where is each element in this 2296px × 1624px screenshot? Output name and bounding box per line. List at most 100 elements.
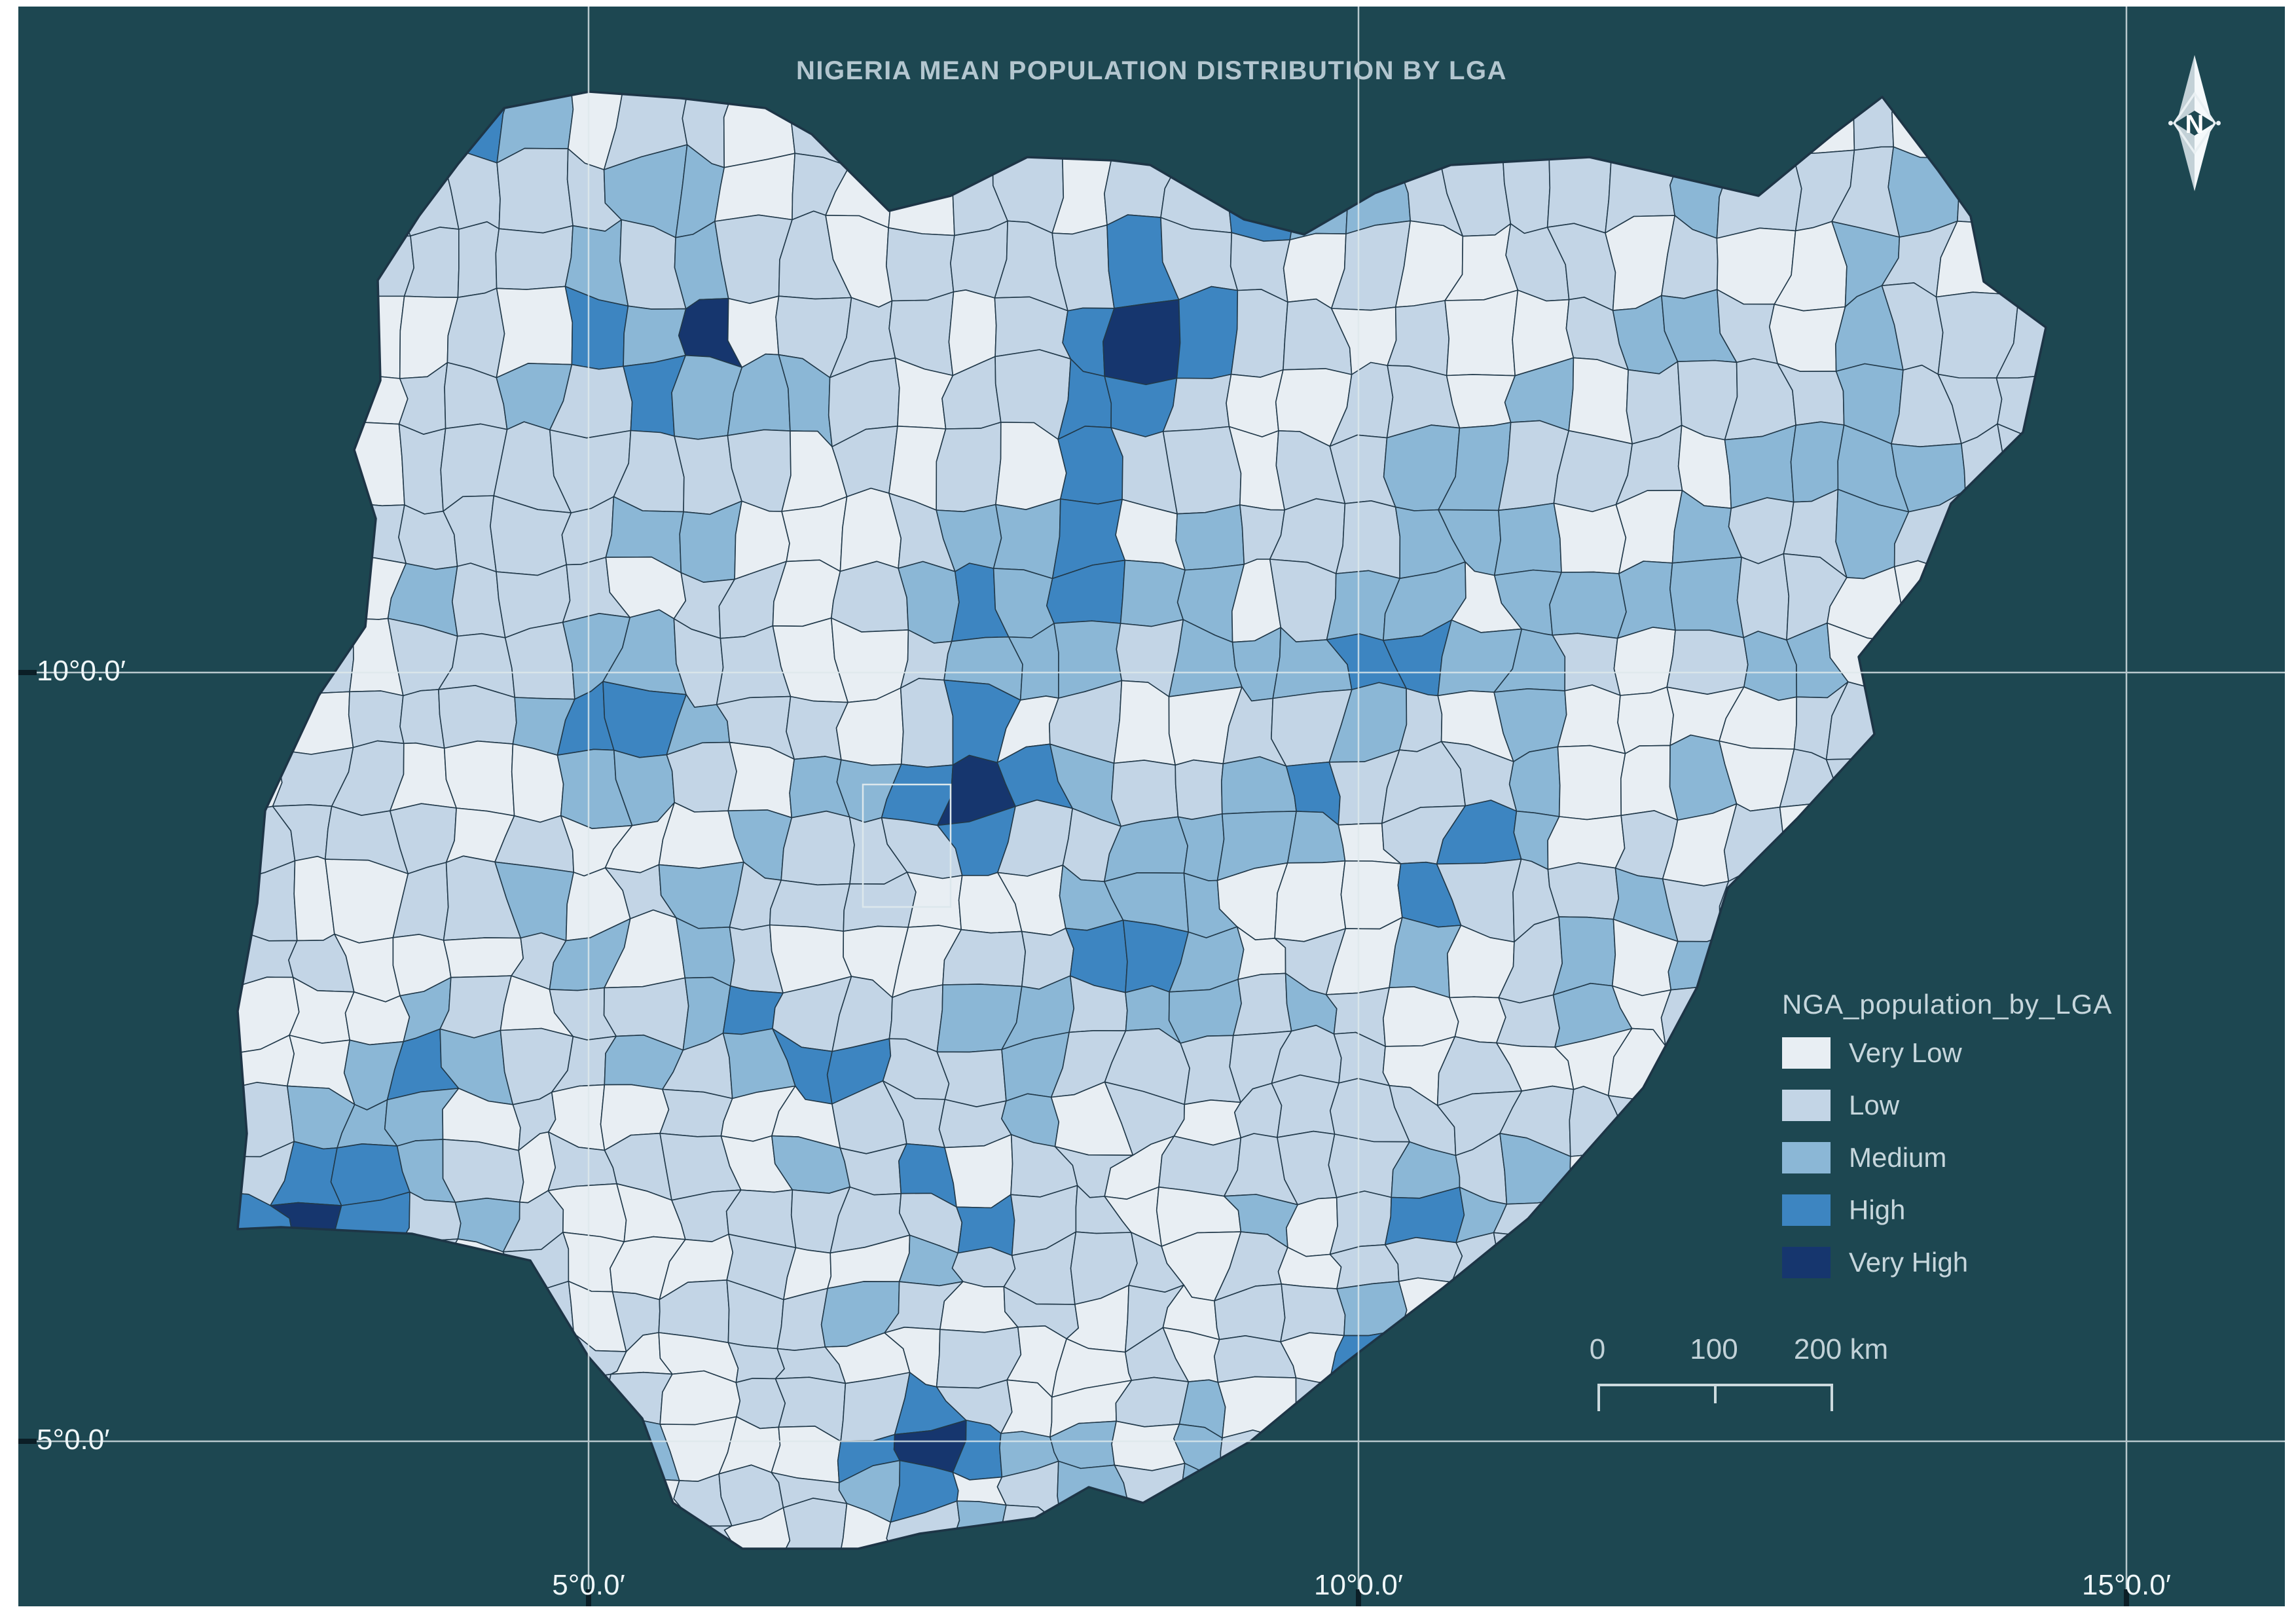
graticule-label-bottom: 10°0.0′ (1314, 1569, 1403, 1601)
north-arrow-n-label: N (2185, 110, 2204, 139)
legend-title: NGA_population_by_LGA (1782, 989, 2113, 1020)
lga-polygon (496, 147, 574, 234)
lga-polygon (457, 221, 500, 298)
north-arrow-bottom-left (2177, 124, 2195, 191)
graticule-ticks (18, 670, 2129, 1606)
lga-polygon (936, 1048, 1007, 1107)
north-arrow-icon: N (2168, 55, 2221, 191)
graticule-label-bottom: 5°0.0′ (552, 1569, 625, 1601)
legend-swatch (1782, 1247, 1831, 1278)
lga-polygon (727, 1342, 785, 1383)
lga-polygon (1769, 303, 1846, 372)
legend-row: Low (1782, 1090, 2112, 1121)
lga-polygon (1553, 502, 1627, 574)
lga-polygon (1102, 299, 1181, 386)
legend-row: Medium (1782, 1142, 2112, 1173)
lga-polygon (906, 872, 963, 931)
legend-swatch (1782, 1194, 1831, 1226)
legend-row: High (1782, 1194, 2112, 1226)
scale-bar-tick-end (1831, 1384, 1833, 1411)
lga-polygon (993, 498, 1061, 580)
graticule-label-left: 5°0.0′ (37, 1424, 110, 1456)
legend-class-label: High (1849, 1194, 1906, 1225)
lga-polygon (495, 225, 574, 290)
scale-bar-tick-start (1597, 1384, 1600, 1411)
lga-polygon (1444, 289, 1519, 377)
fct-extent-box (862, 783, 952, 908)
lga-polygon (344, 991, 410, 1046)
lga-polygon (1233, 972, 1292, 1037)
lga-polygon (1387, 300, 1449, 377)
map-title: NIGERIA MEAN POPULATION DISTRIBUTION BY … (795, 56, 1507, 85)
lga-polygon (1617, 686, 1674, 754)
legend-class-label: Medium (1849, 1142, 1947, 1173)
lga-polygon (659, 1088, 733, 1137)
scale-bar-label: 200 km (1793, 1333, 1889, 1365)
lga-polygon (1496, 994, 1560, 1048)
north-arrow-diamond (2172, 91, 2217, 155)
lga-polygon (1111, 1420, 1186, 1471)
lga-polygon (1620, 745, 1679, 821)
lga-polygon (399, 689, 445, 749)
lga-polygon (1175, 504, 1245, 571)
legend-swatch (1782, 1090, 1831, 1121)
legend-swatch (1782, 1037, 1831, 1069)
lga-polygon (886, 227, 955, 302)
lga-polygon (1493, 502, 1562, 576)
lga-polygon (900, 678, 954, 768)
lga-polygon (1274, 860, 1347, 942)
lga-polygon (676, 917, 735, 987)
north-arrow: N (2168, 54, 2221, 196)
lga-polygon (1547, 862, 1620, 920)
lga-polygon (780, 810, 855, 886)
lga-polygon (1557, 684, 1626, 754)
scale-bar-label: 0 (1589, 1333, 1606, 1365)
north-arrow-top-right (2195, 55, 2212, 122)
lga-polygon (1221, 756, 1297, 815)
nigeria-choropleth-map (18, 7, 2285, 1606)
lga-polygon (1057, 426, 1123, 505)
lga-polygon (1616, 561, 1676, 639)
lga-polygon (1613, 627, 1676, 696)
graticule-label-left: 10°0.0′ (37, 655, 126, 687)
lga-polygon (1669, 557, 1744, 638)
lga-polygon (1552, 916, 1616, 996)
nigeria-outline (236, 90, 2047, 1550)
lga-polygon (1175, 759, 1224, 821)
north-arrow-left-dot (2168, 120, 2173, 126)
legend-class-label: Very Low (1849, 1037, 1962, 1068)
lga-polygon (438, 685, 517, 749)
map-canvas: NIGERIA MEAN POPULATION DISTRIBUTION BY … (18, 7, 2285, 1606)
lga-polygon (1335, 500, 1401, 580)
lga-polygon (1176, 286, 1239, 379)
legend-swatch (1782, 1142, 1831, 1173)
graticule-label-bottom: 15°0.0′ (2082, 1569, 2171, 1601)
legend: NGA_population_by_LGA Very Low Low Medium H… (1782, 989, 2112, 1299)
legend-class-label: Low (1849, 1090, 1900, 1120)
lga-polygon (1736, 553, 1790, 641)
scale-bar-label: 100 (1690, 1333, 1738, 1365)
lga-polygon (1162, 426, 1242, 515)
lga-polygon (443, 740, 515, 817)
lga-polygon (1449, 996, 1506, 1044)
lga-polygon (1666, 629, 1749, 695)
legend-row: Very High (1782, 1247, 2112, 1278)
scale-bar-tick-middle (1714, 1384, 1717, 1403)
lga-polygon (1549, 571, 1627, 639)
lga-polygon (831, 561, 909, 633)
legend-row: Very Low (1782, 1037, 2112, 1069)
lga-polygon (1568, 357, 1633, 445)
lga-polygon (442, 1139, 524, 1203)
lga-polygon (1111, 760, 1179, 827)
lga-polygon (769, 879, 850, 932)
lga-polygon (348, 690, 405, 748)
lga-polygon (936, 422, 1002, 513)
lga-polygon (1557, 745, 1626, 821)
lga-polygon (511, 743, 564, 823)
lga-polygon (504, 621, 575, 700)
north-arrow-right-dot (2216, 120, 2221, 126)
north-arrow-bottom-right (2195, 124, 2212, 191)
lga-polygon (443, 937, 524, 978)
lga-polygon (1230, 289, 1288, 378)
